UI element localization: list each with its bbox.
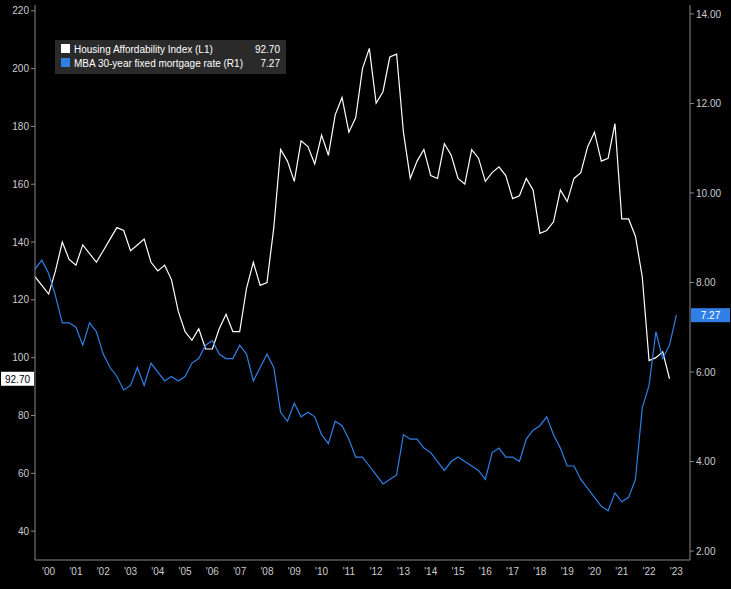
svg-text:'14: '14 [424,566,437,577]
svg-text:7.27: 7.27 [701,310,721,321]
html-text:92.70: 92.70 [255,44,280,55]
svg-text:'02: '02 [97,566,110,577]
svg-text:92.70: 92.70 [8,374,30,385]
svg-text:4.00: 4.00 [696,456,716,467]
html-text:Housing Affordability Index (L: Housing Affordability Index (L1) [74,44,213,55]
svg-text:'07: '07 [233,566,246,577]
svg-text:100: 100 [12,352,29,363]
svg-text:12.00: 12.00 [696,98,721,109]
svg-text:'13: '13 [397,566,410,577]
svg-text:'08: '08 [260,566,273,577]
svg-text:140: 140 [12,237,29,248]
svg-text:'03: '03 [124,566,137,577]
svg-text:180: 180 [12,121,29,132]
html-text:7.27: 7.27 [260,58,280,69]
svg-text:220: 220 [12,5,29,16]
svg-text:2.00: 2.00 [696,546,716,557]
svg-text:'00: '00 [42,566,55,577]
svg-text:'18: '18 [533,566,546,577]
svg-text:80: 80 [18,410,30,421]
svg-text:200: 200 [12,63,29,74]
svg-text:14.00: 14.00 [696,9,721,20]
svg-text:'22: '22 [643,566,656,577]
svg-text:'19: '19 [561,566,574,577]
svg-text:40: 40 [18,526,30,537]
svg-text:'10: '10 [315,566,328,577]
svg-text:'12: '12 [370,566,383,577]
svg-text:6.00: 6.00 [696,367,716,378]
svg-text:'04: '04 [151,566,164,577]
svg-text:160: 160 [12,179,29,190]
svg-text:'23: '23 [670,566,683,577]
svg-text:'09: '09 [288,566,301,577]
svg-text:'20: '20 [588,566,601,577]
svg-text:8.00: 8.00 [696,277,716,288]
svg-text:120: 120 [12,294,29,305]
svg-text:'11: '11 [343,566,356,577]
svg-text:'06: '06 [206,566,219,577]
svg-text:'21: '21 [615,566,628,577]
svg-text:'17: '17 [506,566,519,577]
svg-text:'01: '01 [69,566,82,577]
svg-text:'05: '05 [179,566,192,577]
svg-text:'15: '15 [451,566,464,577]
svg-text:'16: '16 [479,566,492,577]
svg-text:10.00: 10.00 [696,188,721,199]
html-text:MBA 30-year fixed mortgage rat: MBA 30-year fixed mortgage rate (R1) [74,58,243,69]
svg-text:60: 60 [18,468,30,479]
